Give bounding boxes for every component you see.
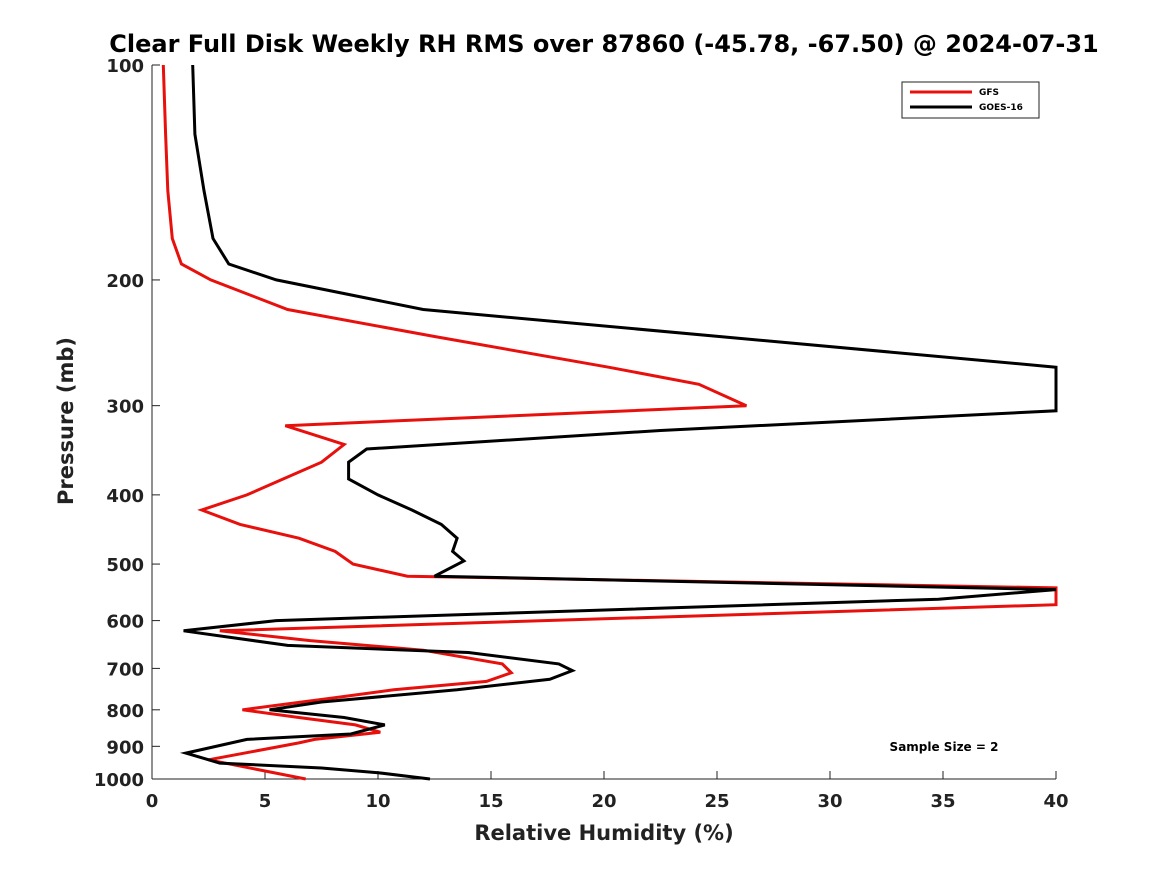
x-tick-label: 10 <box>365 791 390 812</box>
axes: 0 5 10 15 20 25 30 35 40 100 200 300 400 500 600 700 800… <box>94 56 1069 812</box>
x-tick-label: 35 <box>930 791 955 812</box>
y-tick-label: 1000 <box>94 770 144 791</box>
y-tick-label: 200 <box>106 271 144 292</box>
legend: GFS GOES-16 <box>901 81 1040 119</box>
y-tick-label: 800 <box>106 701 144 722</box>
x-tick-label: 30 <box>817 791 842 812</box>
chart-title: Clear Full Disk Weekly RH RMS over 87860… <box>109 30 1098 58</box>
x-tick-label: 15 <box>478 791 503 812</box>
y-tick-label: 400 <box>106 486 144 507</box>
series-lines <box>161 64 1058 781</box>
x-axis-label: Relative Humidity (%) <box>474 821 733 845</box>
sample-size-annotation: Sample Size = 2 <box>890 740 999 754</box>
x-tick-label: 25 <box>704 791 729 812</box>
x-tick-label: 0 <box>146 791 159 812</box>
x-tick-label: 40 <box>1043 791 1068 812</box>
x-tick-label: 20 <box>591 791 616 812</box>
y-tick-label: 300 <box>106 397 144 418</box>
y-tick-label: 600 <box>106 612 144 633</box>
x-tick-label: 5 <box>259 791 272 812</box>
y-tick-label: 500 <box>106 555 144 576</box>
legend-label-goes-16: GOES-16 <box>979 103 1023 113</box>
y-tick-label: 700 <box>106 659 144 680</box>
y-tick-label: 900 <box>106 737 144 758</box>
legend-box <box>901 81 1040 119</box>
series-line-gfs <box>161 64 1058 781</box>
y-tick-label: 100 <box>106 56 144 77</box>
y-axis-label: Pressure (mb) <box>54 337 78 505</box>
legend-label-gfs: GFS <box>979 88 999 98</box>
series-line-goes-16 <box>179 64 1058 781</box>
